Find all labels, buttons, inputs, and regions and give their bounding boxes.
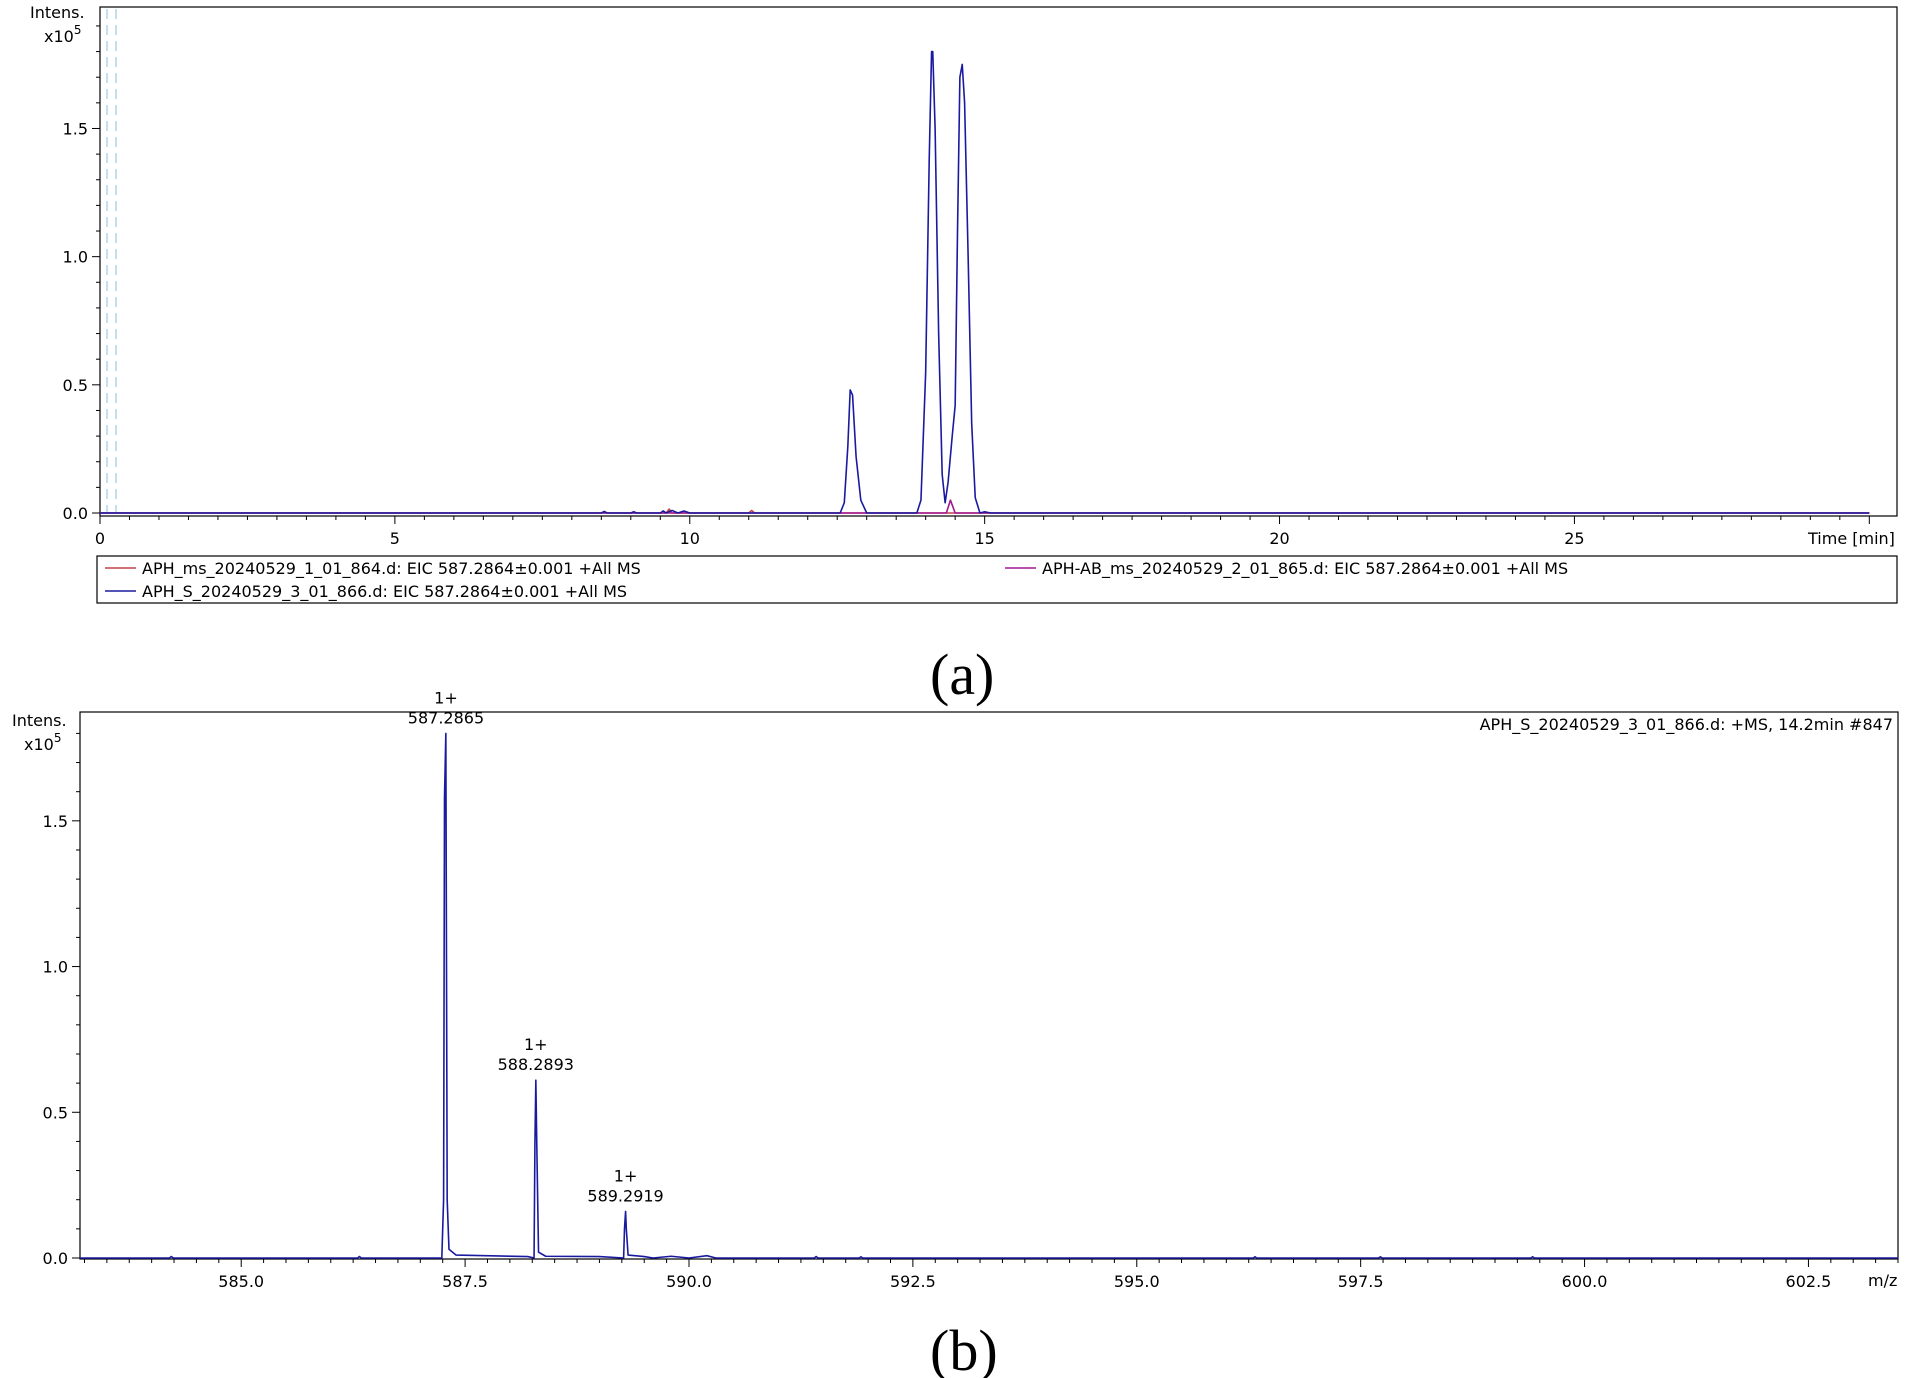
panel-b-y-axis: 0.0 0.5 1.0 1.5: [43, 732, 80, 1268]
y-tick-label: 1.0: [43, 958, 68, 977]
panel-a-x-axis: 0 5 10 15 20 25: [95, 516, 1870, 548]
peak-charge-label: 1+: [614, 1166, 638, 1185]
y-tick-label: 0.0: [43, 1249, 68, 1268]
peak-mz-label: 589.2919: [587, 1186, 663, 1205]
legend-entry-3: APH_S_20240529_3_01_866.d: EIC 587.2864±…: [142, 582, 627, 602]
x-tick-label: 602.5: [1786, 1272, 1832, 1291]
x-tick-label: 587.5: [442, 1272, 488, 1291]
panel-b-spectrum: [80, 732, 1898, 1259]
y-tick-label: 1.5: [43, 812, 68, 831]
panel-a-yscale: x105: [44, 23, 81, 46]
peak-charge-label: 1+: [434, 688, 458, 707]
panel-a-traces: [100, 50, 1870, 514]
y-tick-label: 0.5: [43, 1103, 68, 1122]
panel-a-ylabel: Intens.: [30, 3, 85, 22]
peak-charge-label: 1+: [524, 1035, 548, 1054]
series-line-1: [80, 732, 1898, 1259]
x-tick-label: 25: [1564, 529, 1584, 548]
x-tick-label: 15: [974, 529, 994, 548]
x-tick-label: 10: [680, 529, 700, 548]
x-tick-label: 20: [1269, 529, 1289, 548]
panel-b-spectrum-info: APH_S_20240529_3_01_866.d: +MS, 14.2min …: [1480, 715, 1893, 735]
panel-a-legend-box: [96, 555, 1898, 604]
panel-b-label: (b): [930, 1318, 998, 1378]
panel-b-plot-frame: [79, 711, 1899, 1260]
panel-a-label: (a): [930, 642, 994, 707]
y-tick-label: 1.0: [63, 248, 88, 267]
peak-mz-label: 588.2893: [498, 1055, 574, 1074]
x-tick-label: 597.5: [1338, 1272, 1384, 1291]
peak-mz-label: 587.2865: [408, 708, 484, 727]
x-tick-label: 0: [95, 529, 105, 548]
legend-entry-2: APH-AB_ms_20240529_2_01_865.d: EIC 587.2…: [1042, 559, 1568, 579]
panel-a-y-axis: 0.0 0.5 1.0 1.5: [63, 25, 100, 523]
x-tick-label: 595.0: [1114, 1272, 1160, 1291]
x-tick-label: 600.0: [1562, 1272, 1608, 1291]
y-tick-label: 0.0: [63, 504, 88, 523]
panel-b-xlabel: m/z: [1868, 1271, 1897, 1290]
panel-a-plot-frame: [99, 6, 1898, 517]
panel-b-x-axis: 585.0 587.5 590.0 592.5 595.0 597.5 600.0 602.5: [83, 1259, 1899, 1291]
panel-a-chromatogram: 0.0 0.5 1.0 1.5 0 5 10 15 20 25 Intens. x105 Tim…: [30, 3, 1898, 707]
x-tick-label: 5: [390, 529, 400, 548]
panel-b-ylabel: Intens.: [12, 711, 67, 730]
x-tick-label: 592.5: [890, 1272, 936, 1291]
y-tick-label: 1.5: [63, 119, 88, 138]
y-tick-label: 0.5: [63, 376, 88, 395]
series-line-3: [100, 50, 1870, 514]
x-tick-label: 585.0: [218, 1272, 264, 1291]
x-tick-label: 590.0: [666, 1272, 712, 1291]
panel-b-yscale: x105: [24, 731, 61, 754]
panel-b-mass-spectrum: 0.0 0.5 1.0 1.5 585.0 587.5 590.0 592.5 595.0 59…: [12, 688, 1899, 1378]
panel-a-xlabel: Time [min]: [1807, 529, 1895, 548]
legend-entry-1: APH_ms_20240529_1_01_864.d: EIC 587.2864…: [142, 559, 641, 579]
